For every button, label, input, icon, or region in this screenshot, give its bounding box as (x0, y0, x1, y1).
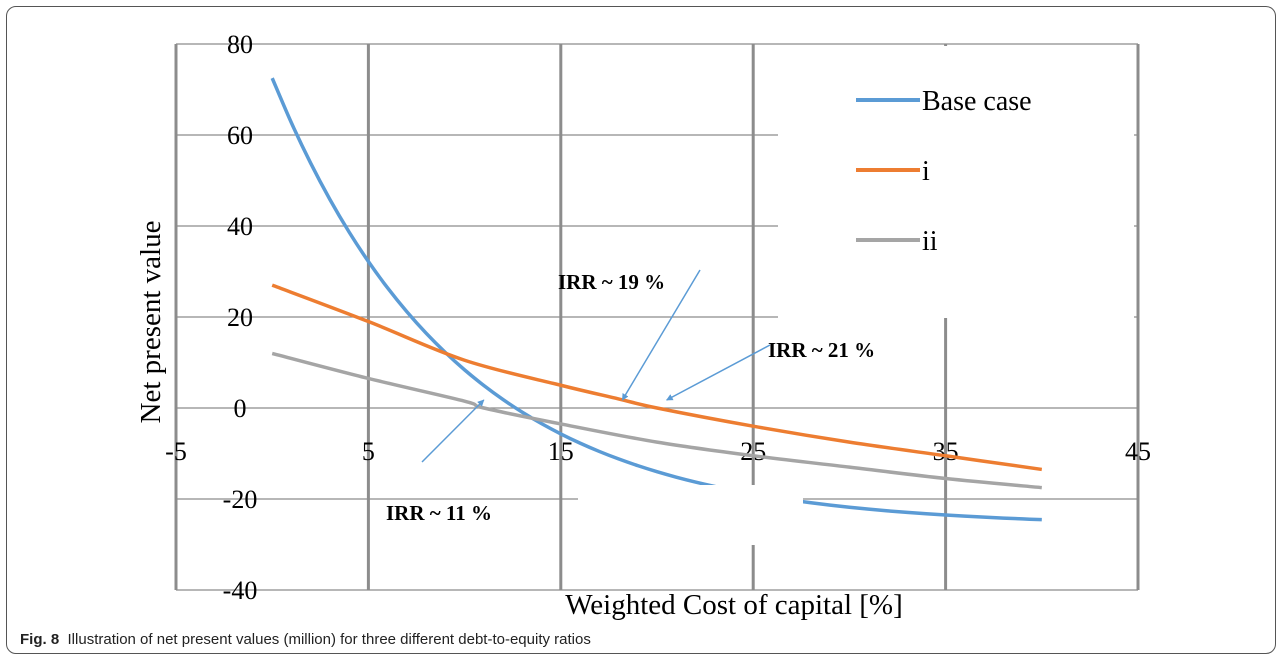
y-tick-label: -40 (223, 576, 258, 605)
x-tick-label: 35 (933, 437, 959, 466)
x-tick-label: 25 (740, 437, 766, 466)
y-tick-label: 0 (234, 394, 247, 423)
caption-text: Illustration of net present values (mill… (67, 631, 591, 648)
irr-annotations: IRR ~ 19 % IRR ~ 21 % IRR ~ 11 % (386, 269, 875, 525)
annotation-label: IRR ~ 19 % (558, 270, 665, 294)
annotation-label: IRR ~ 11 % (386, 501, 492, 525)
series-lines (270, 77, 1043, 522)
annotation-mask (578, 485, 803, 545)
series-line-i (271, 283, 1043, 472)
x-tick-labels: -5 5 15 25 35 45 (165, 437, 1151, 466)
series-line-ii (271, 351, 1042, 490)
x-axis-label: Weighted Cost of capital [%] (565, 589, 903, 621)
legend-label: Base case (922, 86, 1032, 117)
legend-label: i (922, 156, 930, 187)
legend-box (778, 46, 1134, 318)
x-tick-label: 45 (1125, 437, 1151, 466)
y-tick-label: 20 (227, 303, 253, 332)
annotation-label: IRR ~ 21 % (768, 338, 875, 362)
annotation-arrow (421, 399, 485, 463)
x-tick-label: -5 (165, 437, 187, 466)
figure-frame (6, 6, 1276, 654)
y-tick-label: -20 (223, 485, 258, 514)
x-tick-label: 5 (362, 437, 375, 466)
y-tick-labels: -40 -20 0 20 40 60 80 (223, 30, 258, 605)
x-tick-label: 15 (548, 437, 574, 466)
annotation-arrow (666, 344, 771, 401)
y-tick-label: 60 (227, 121, 253, 150)
figure-caption: Fig. 8 Illustration of net present value… (20, 631, 591, 648)
y-tick-label: 80 (227, 30, 253, 59)
annotation-arrow (621, 269, 701, 401)
series-line-base-case (270, 77, 1042, 522)
y-tick-label: 40 (227, 212, 253, 241)
legend-label: ii (922, 226, 938, 257)
y-axis-label: Net present value (135, 221, 167, 424)
caption-label: Fig. 8 (20, 631, 60, 648)
